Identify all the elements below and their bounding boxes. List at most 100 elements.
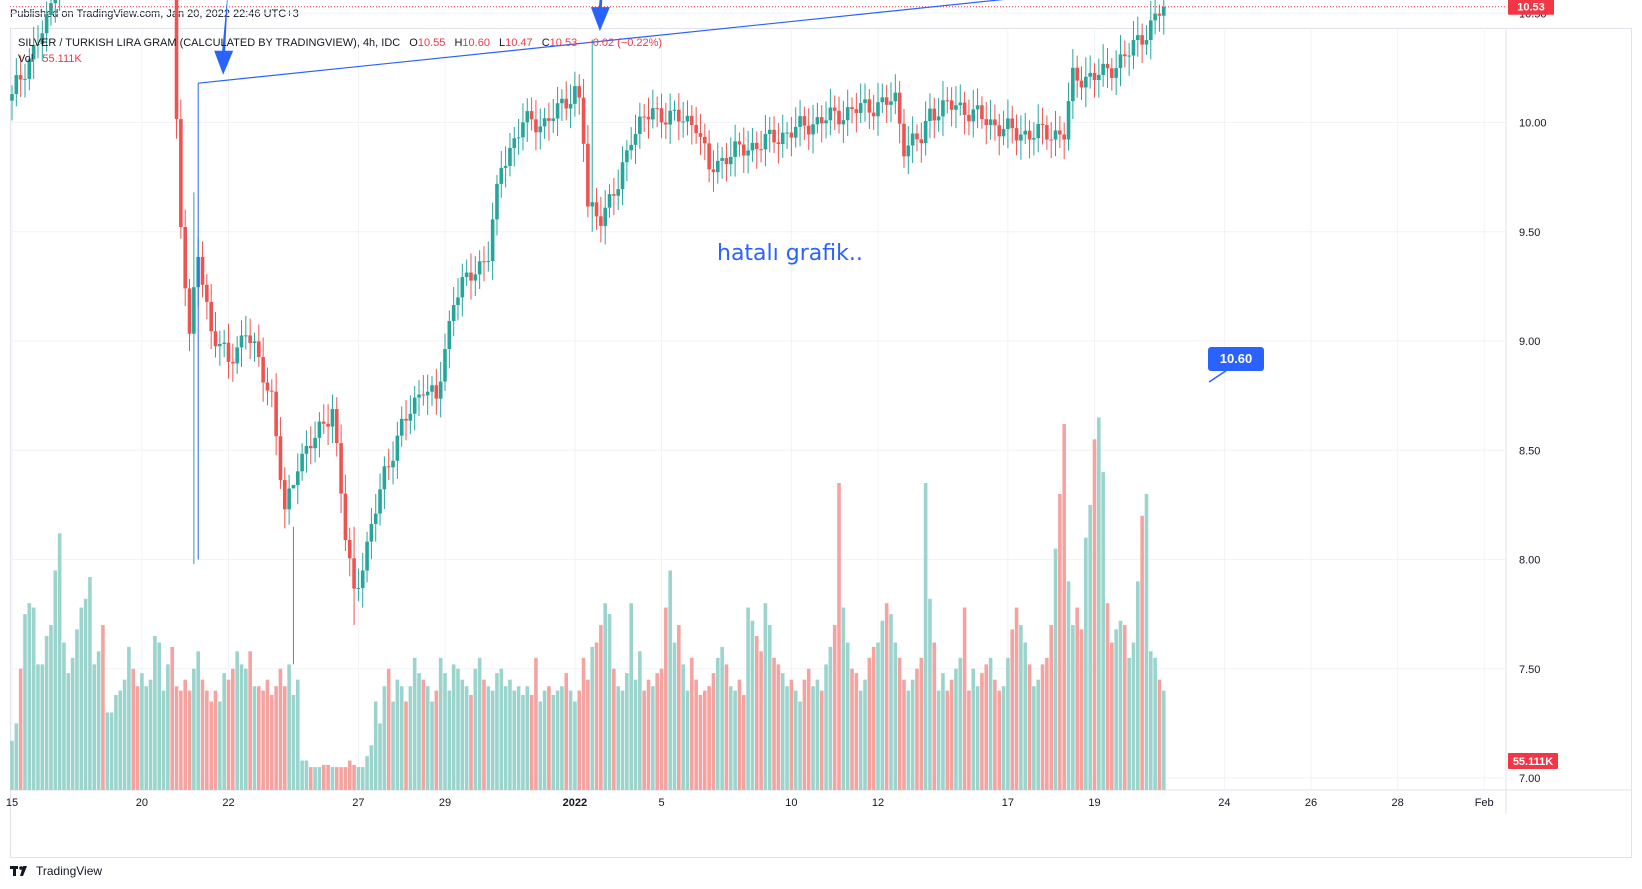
volume-bar — [529, 694, 534, 790]
candle-body — [902, 123, 906, 157]
volume-bar — [334, 767, 339, 790]
candle-body — [564, 98, 569, 109]
candle-body — [274, 391, 278, 437]
candle-body — [772, 129, 776, 143]
symbol-title[interactable]: SILVER / TURKISH LIRA GRAM (CALCULATED B… — [18, 37, 401, 49]
candle-body — [373, 513, 378, 525]
volume-bar — [949, 679, 954, 790]
candle-body — [1071, 67, 1075, 102]
volume-bar — [599, 625, 603, 790]
candle-body — [884, 97, 889, 105]
volume-bar — [655, 673, 659, 790]
volume-bar — [642, 690, 646, 790]
candle-body — [451, 305, 456, 322]
volume-bar — [356, 767, 361, 790]
volume-bar — [754, 635, 759, 790]
volume-bar — [629, 603, 633, 790]
candle-body — [1049, 139, 1053, 141]
volume-bar — [174, 686, 179, 790]
candle-body — [962, 102, 967, 115]
candle-body — [326, 423, 330, 427]
volume-bar — [430, 701, 434, 790]
volume-bar — [793, 690, 798, 790]
candle-body — [590, 202, 595, 207]
volume-bar — [542, 690, 547, 790]
candle-body — [1088, 72, 1092, 77]
volume-bar — [876, 642, 880, 790]
volume-bar — [607, 614, 612, 790]
candle-body — [975, 105, 980, 110]
volume-bar — [1144, 493, 1149, 790]
volume-bar — [819, 690, 824, 790]
candle-body — [1058, 130, 1062, 135]
volume-bar — [1157, 679, 1162, 790]
volume-bar — [980, 673, 984, 790]
volume-bar — [603, 603, 608, 790]
volume-bar — [308, 767, 313, 790]
candle-body — [1001, 129, 1006, 137]
volume-bar — [538, 701, 543, 790]
volume-bar — [101, 625, 105, 790]
candle-body — [715, 160, 720, 173]
candle-body — [638, 116, 642, 134]
price-tick-label: 7.50 — [1519, 664, 1540, 676]
trendline — [198, 0, 1005, 84]
volume-bar — [408, 686, 413, 790]
high-label: H — [454, 37, 463, 49]
candle-body — [560, 98, 564, 104]
down-arrow-icon — [590, 0, 610, 32]
volume-bar — [62, 642, 66, 790]
candle-body — [915, 133, 919, 140]
candle-body — [958, 102, 963, 106]
candle-body — [187, 288, 192, 334]
volume-bar — [845, 642, 850, 790]
candle-body — [785, 132, 789, 134]
candle-body — [282, 480, 287, 510]
candle-body — [356, 587, 361, 589]
volume-bar — [1110, 642, 1114, 790]
volume-bar — [1010, 629, 1015, 790]
volume-bar — [282, 686, 287, 790]
time-tick-label: Feb — [1475, 797, 1494, 809]
footer-brand[interactable]: TradingView — [36, 864, 103, 878]
volume-bar — [828, 646, 833, 790]
candle-body — [53, 0, 58, 4]
candle-body — [1045, 125, 1049, 140]
candle-body — [841, 120, 846, 125]
candle-body — [1105, 63, 1110, 69]
volume-label[interactable]: Vol — [18, 53, 34, 65]
candle-body — [1140, 35, 1144, 45]
volume-bar — [564, 673, 569, 790]
candle-body — [257, 341, 261, 358]
candle-body — [183, 227, 187, 289]
candle-body — [586, 143, 590, 207]
volume-bar — [495, 673, 499, 790]
time-tick-label: 27 — [352, 797, 364, 809]
volume-bar — [27, 603, 32, 790]
volume-bar — [330, 767, 335, 790]
tradingview-logo-icon — [10, 866, 27, 876]
candle-body — [876, 102, 880, 117]
volume-bar — [586, 679, 590, 790]
candle-body — [599, 216, 603, 226]
time-tick-label: 24 — [1218, 797, 1230, 809]
candle-body — [261, 357, 265, 383]
candle-body — [447, 321, 452, 350]
candle-body — [685, 115, 690, 122]
volume-bar — [490, 690, 495, 790]
volume-bar — [196, 651, 200, 790]
candle-body — [174, 0, 179, 120]
candle-body — [525, 111, 530, 123]
candle-body — [265, 382, 270, 391]
volume-bar — [88, 576, 92, 790]
volume-bar — [867, 657, 872, 790]
time-tick-label: 10 — [785, 797, 797, 809]
time-tick-label: 20 — [136, 797, 148, 809]
candle-body — [707, 143, 711, 170]
volume-bar — [698, 694, 703, 790]
callout-pointer — [1208, 369, 1228, 383]
candle-body — [845, 107, 850, 121]
volume-bar — [503, 686, 508, 790]
candle-body — [456, 297, 460, 306]
